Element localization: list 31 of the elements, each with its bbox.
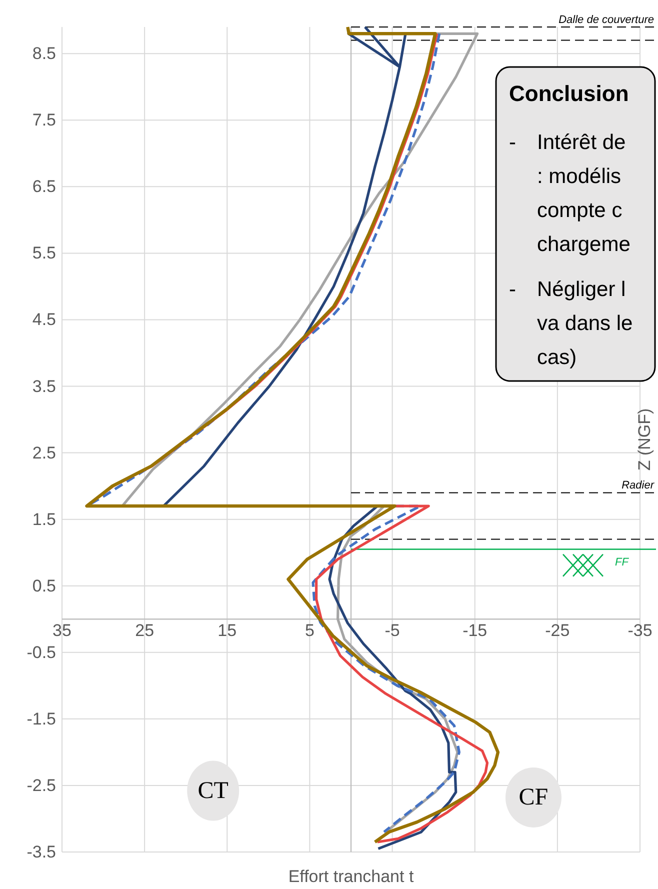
x-tick-label: 25 — [135, 621, 154, 640]
y-tick-label: 4.5 — [32, 310, 56, 330]
y-tick-label: 1.5 — [32, 510, 56, 529]
x-tick-label: 5 — [304, 621, 314, 640]
y-tick-label: -0.5 — [26, 642, 56, 662]
y-tick-label: -3.5 — [26, 842, 56, 862]
y-tick-label: 8.5 — [32, 44, 56, 64]
annotation: CF — [518, 784, 548, 810]
legend-label: FF — [615, 556, 630, 568]
x-tick-label: -5 — [384, 621, 400, 640]
y-tick-label: 7.5 — [32, 110, 56, 130]
y-tick-label: 3.5 — [32, 376, 56, 396]
annotation: - Négliger l va dans le cas) — [509, 278, 633, 369]
x-tick-label: -15 — [462, 621, 488, 640]
annotation: CT — [198, 778, 229, 804]
y-tick-label: 5.5 — [32, 244, 56, 263]
x-tick-label: -35 — [628, 621, 652, 640]
annotation: Conclusion — [509, 81, 629, 106]
y-tick-label: 0.5 — [32, 576, 56, 596]
y-tick-label: 6.5 — [32, 177, 56, 196]
x-tick-label: -25 — [545, 621, 570, 640]
y-tick-label: 2.5 — [32, 443, 56, 462]
x-tick-label: 35 — [52, 621, 72, 640]
y-tick-label: -1.5 — [26, 709, 56, 728]
y-axis-title: Z (NGF) — [635, 408, 654, 471]
ref-line-label: Dalle de couverture — [558, 14, 654, 26]
y-tick-label: -2.5 — [26, 776, 56, 795]
ref-line-label: Radier — [622, 480, 656, 492]
x-axis-title: Effort tranchant t — [288, 867, 414, 886]
annotation: - Intérêt de : modélis compte c chargeme — [509, 131, 630, 256]
x-tick-label: 15 — [218, 621, 237, 640]
